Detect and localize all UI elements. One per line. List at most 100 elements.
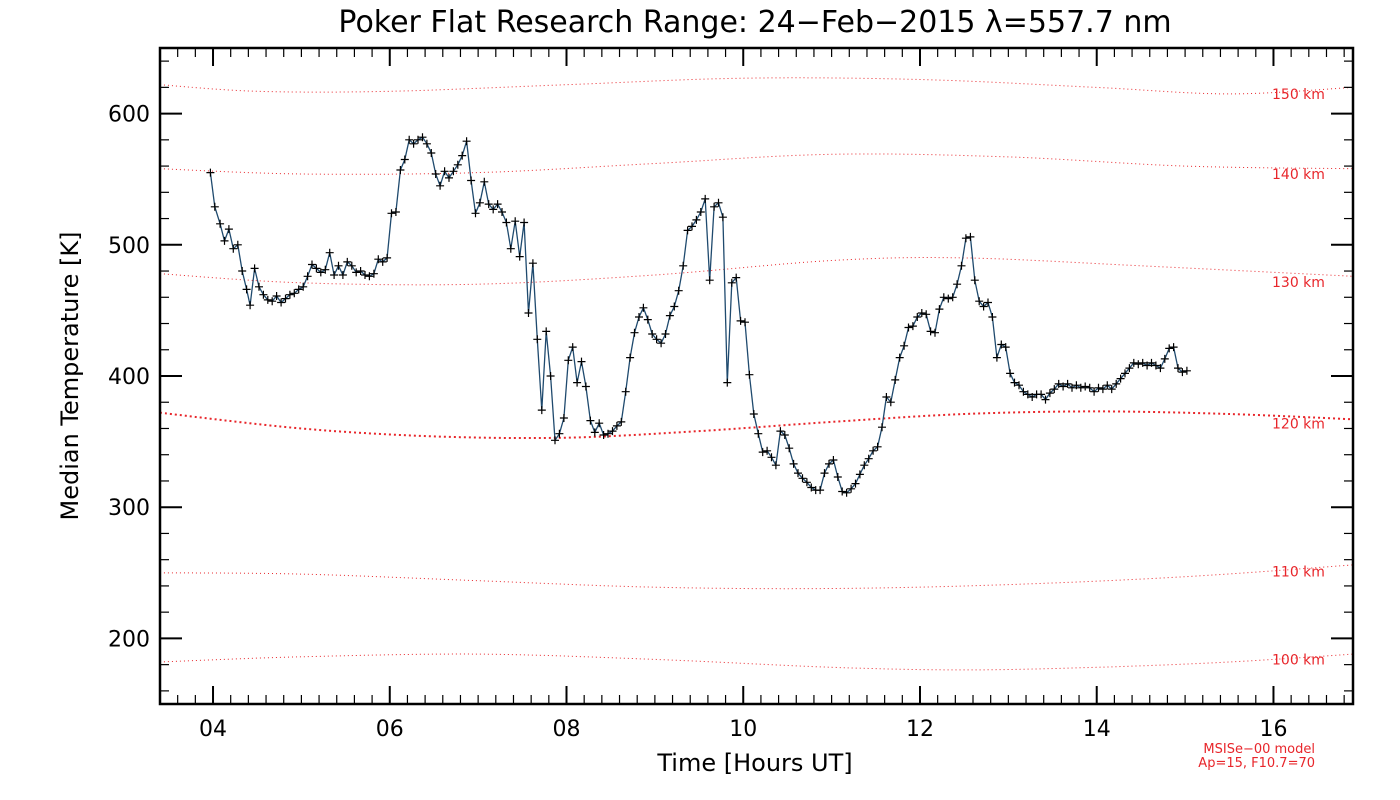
data-point <box>387 209 396 218</box>
data-point <box>807 483 816 492</box>
data-point <box>511 217 520 226</box>
data-point <box>365 272 374 281</box>
data-point <box>860 461 869 470</box>
x-tick-label: 04 <box>199 717 227 742</box>
data-point <box>449 167 458 176</box>
data-point <box>418 133 427 142</box>
data-point <box>1045 389 1054 398</box>
data-point <box>630 328 639 337</box>
data-point <box>944 294 953 303</box>
data-point <box>1094 383 1103 392</box>
data-point <box>338 271 347 279</box>
data-point <box>917 309 926 317</box>
data-point <box>299 282 308 291</box>
data-point <box>391 208 400 216</box>
data-point <box>352 268 361 277</box>
data-point <box>913 313 922 321</box>
chart-title: Poker Flat Research Range: 24−Feb−2015 λ… <box>338 5 1171 40</box>
data-point <box>961 234 970 243</box>
data-point <box>1138 358 1147 367</box>
data-point <box>908 322 917 331</box>
data-point <box>869 446 878 455</box>
data-point <box>564 356 573 365</box>
data-point <box>864 454 873 463</box>
data-point <box>502 218 511 227</box>
data-point <box>290 289 299 298</box>
data-point <box>325 248 334 257</box>
data-point <box>520 218 529 227</box>
data-point <box>657 339 666 348</box>
data-point <box>1103 381 1112 390</box>
data-point <box>537 406 546 415</box>
y-tick-label: 200 <box>108 627 150 652</box>
data-point <box>229 244 238 253</box>
data-point <box>210 202 219 211</box>
data-point <box>966 232 975 241</box>
data-point <box>794 469 802 478</box>
data-point <box>595 419 604 428</box>
data-point <box>710 202 719 211</box>
data-point <box>533 335 542 344</box>
data-point <box>321 265 330 274</box>
data-point <box>559 414 568 422</box>
data-point <box>701 194 710 203</box>
data-point <box>882 393 891 401</box>
data-point <box>568 343 577 352</box>
data-point <box>458 151 467 160</box>
data-point <box>1090 387 1099 396</box>
data-point <box>422 139 431 148</box>
data-point <box>347 261 356 270</box>
data-point <box>427 149 436 157</box>
data-point <box>484 200 493 209</box>
data-point <box>1116 374 1125 383</box>
series-line <box>209 136 1188 494</box>
data-point <box>581 382 590 391</box>
data-point <box>621 387 630 396</box>
data-point <box>542 327 551 336</box>
data-point <box>604 429 612 438</box>
data-point <box>705 276 714 285</box>
data-point <box>723 378 732 387</box>
data-point <box>931 328 939 337</box>
data-point <box>957 261 966 270</box>
data-point <box>272 292 281 300</box>
data-point <box>1178 368 1187 377</box>
data-point <box>732 273 741 282</box>
data-point <box>749 410 758 418</box>
data-point <box>1023 390 1032 399</box>
data-point <box>1028 393 1037 401</box>
data-point <box>303 272 312 281</box>
model-curve-120km <box>159 410 1354 440</box>
data-point <box>670 302 679 311</box>
data-point <box>1134 360 1143 369</box>
data-point <box>816 486 825 495</box>
data-point <box>612 421 621 430</box>
temperature-series <box>206 133 1191 497</box>
data-point <box>891 375 900 384</box>
y-tick-label: 400 <box>108 365 150 390</box>
data-point <box>440 167 449 176</box>
data-point <box>1041 395 1050 404</box>
data-point <box>480 177 489 186</box>
model-label-110km: 110 km <box>1272 565 1325 581</box>
data-point <box>308 260 316 269</box>
model-label-130km: 130 km <box>1272 275 1325 291</box>
data-point <box>493 200 502 209</box>
model-label-120km: 120 km <box>1272 416 1325 432</box>
data-point <box>383 253 392 262</box>
data-point <box>1081 382 1090 391</box>
data-point <box>608 427 617 436</box>
data-point <box>692 215 701 224</box>
model-note-line-1: MSISe−00 model <box>1203 742 1315 757</box>
data-point <box>396 166 405 174</box>
data-point <box>780 431 789 439</box>
y-tick-label: 600 <box>108 103 150 128</box>
data-point <box>369 269 378 278</box>
data-point <box>361 271 369 279</box>
data-point <box>334 261 343 270</box>
data-point <box>785 444 794 453</box>
data-point <box>789 459 798 468</box>
data-point <box>661 330 670 338</box>
data-point <box>829 456 838 464</box>
